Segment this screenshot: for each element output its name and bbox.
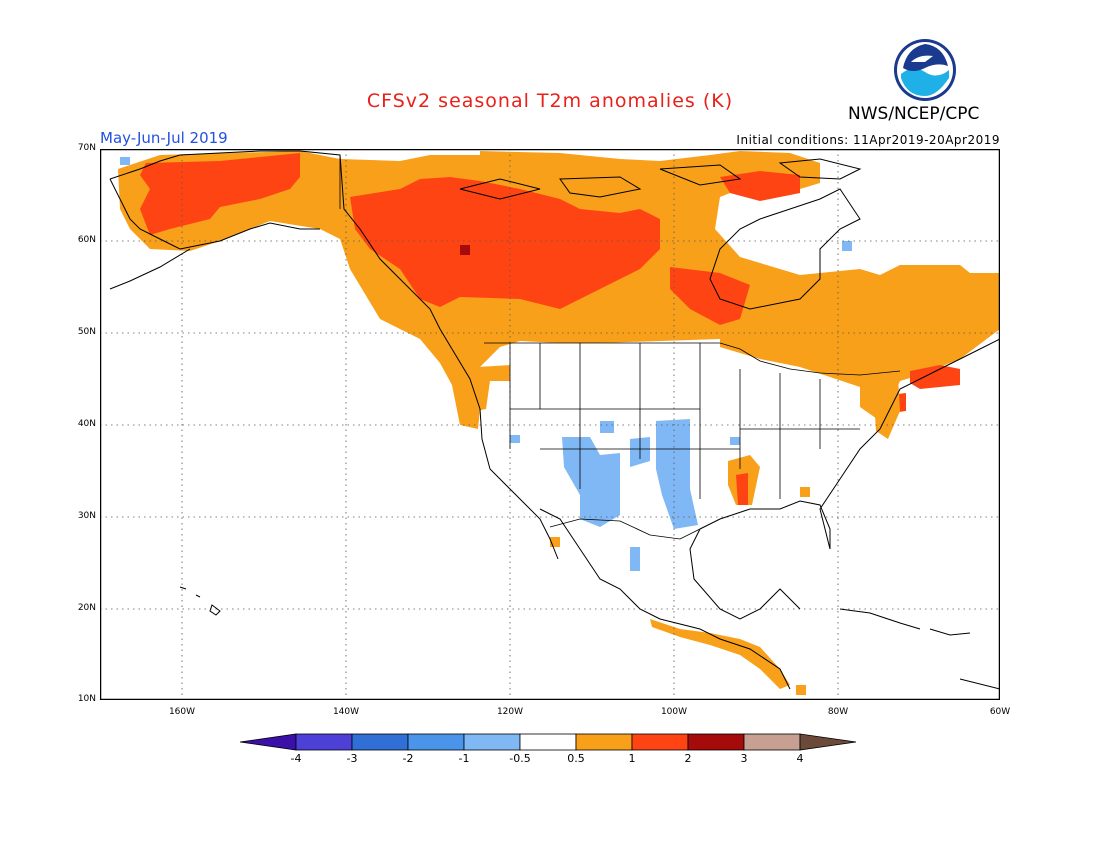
lat-label: 70N: [77, 143, 96, 153]
agency-label: NWS/NCEP/CPC: [848, 104, 980, 124]
colorbar-label: -1: [458, 752, 470, 765]
map-title: CFSv2 seasonal T2m anomalies (K): [366, 90, 734, 112]
lon-label: 80W: [827, 707, 849, 717]
lon-label: 140W: [332, 707, 360, 717]
colorbar-label: 3: [740, 752, 748, 765]
lon-label: 60W: [989, 707, 1011, 717]
colorbar-max-arrow: [799, 733, 857, 751]
anomaly-map: [100, 149, 1000, 700]
lat-label: 10N: [77, 694, 96, 704]
colorbar-label: -3: [346, 752, 358, 765]
colorbar-min-arrow: [239, 733, 297, 751]
season-label: May-Jun-Jul 2019: [100, 129, 228, 147]
lat-label: 40N: [77, 419, 96, 429]
borders: [339, 155, 901, 540]
cold-anomaly-regions: [120, 157, 852, 571]
lat-label: 60N: [77, 235, 96, 245]
colorbar-label: -0.5: [509, 752, 531, 765]
colorbar-label: 4: [796, 752, 804, 765]
lon-label: 160W: [168, 707, 196, 717]
colorbar-label: 2: [684, 752, 692, 765]
colorbar: [239, 733, 857, 751]
colorbar-label: -4: [290, 752, 302, 765]
noaa-logo: [894, 39, 956, 101]
lat-label: 30N: [77, 511, 96, 521]
lon-label: 120W: [496, 707, 524, 717]
lon-label: 100W: [660, 707, 688, 717]
lat-label: 20N: [77, 603, 96, 613]
colorbar-label: 1: [628, 752, 636, 765]
colorbar-label: 0.5: [567, 752, 585, 765]
lat-label: 50N: [77, 327, 96, 337]
initial-conditions-label: Initial conditions: 11Apr2019-20Apr2019: [736, 133, 1000, 147]
colorbar-label: -2: [402, 752, 414, 765]
